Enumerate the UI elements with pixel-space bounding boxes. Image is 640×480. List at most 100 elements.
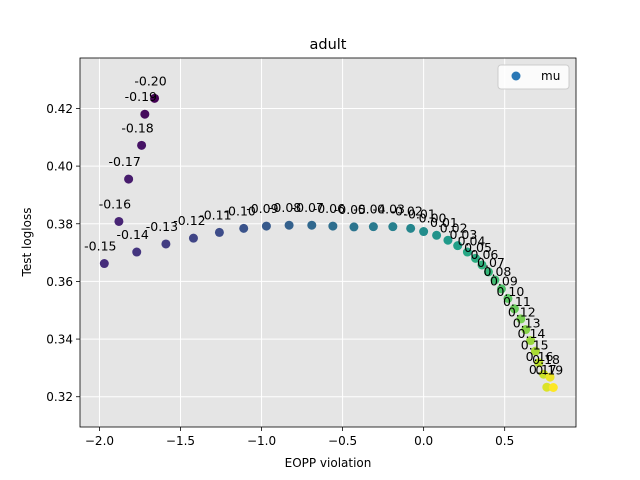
point-label: -0.15	[84, 239, 116, 254]
point-label: -0.01	[403, 207, 435, 222]
data-point	[161, 239, 171, 249]
data-point	[132, 247, 142, 257]
point-label: 0.00	[419, 210, 447, 225]
data-point	[188, 233, 198, 243]
data-point	[462, 247, 472, 257]
point-label: -0.19	[125, 89, 157, 104]
data-point	[349, 222, 359, 232]
point-label: 0.11	[503, 294, 531, 309]
point-label: -0.04	[353, 202, 385, 217]
point-label: -0.06	[313, 201, 345, 216]
data-point	[388, 222, 398, 232]
data-point	[483, 267, 493, 277]
y-tick-label: 0.42	[46, 102, 73, 116]
data-point	[453, 241, 463, 251]
point-label: -0.07	[292, 200, 324, 215]
y-tick-label: 0.32	[46, 390, 73, 404]
x-tick-label: −0.5	[328, 434, 357, 448]
point-label: -0.08	[269, 200, 301, 215]
point-label: 0.09	[490, 273, 518, 288]
data-point	[140, 109, 150, 119]
point-label: 0.05	[464, 240, 492, 255]
point-label: -0.09	[246, 201, 278, 216]
data-point	[471, 253, 481, 263]
point-label: 0.01	[430, 215, 458, 230]
point-label: -0.05	[334, 202, 366, 217]
gridlines	[80, 58, 576, 427]
data-point	[542, 382, 552, 392]
point-label: 0.08	[484, 264, 512, 279]
data-point	[406, 223, 416, 233]
point-label: -0.10	[224, 203, 256, 218]
plot-area	[80, 58, 576, 427]
point-label: 0.02	[440, 221, 468, 236]
data-point	[526, 336, 536, 346]
point-label: -0.02	[390, 203, 422, 218]
data-point	[284, 220, 294, 230]
legend-marker	[511, 71, 521, 81]
data-point	[548, 383, 558, 393]
point-label: -0.18	[121, 120, 153, 135]
point-labels: -0.20-0.19 -0.18 -0.17 -0.16 -0.15-0.14-0.13…	[84, 73, 563, 377]
point-label: 0.04	[458, 233, 486, 248]
data-point	[490, 275, 500, 285]
data-point	[214, 227, 224, 237]
point-label: 0.12	[508, 305, 536, 320]
point-label: 0.19	[535, 363, 563, 378]
chart-title: adult	[310, 37, 347, 53]
y-tick-label: 0.36	[46, 275, 73, 289]
point-label: 0.03	[449, 227, 477, 242]
point-label: 0.06	[471, 247, 499, 262]
data-point	[419, 227, 429, 237]
data-point	[503, 293, 513, 303]
x-axis-label: EOPP violation	[285, 456, 372, 470]
x-tick-label: −1.0	[247, 434, 276, 448]
legend-box	[497, 64, 570, 90]
data-points	[99, 93, 558, 393]
data-point	[99, 259, 109, 269]
data-point	[534, 358, 544, 368]
point-label: -0.17	[108, 154, 140, 169]
data-point	[530, 346, 540, 356]
data-point	[137, 140, 147, 150]
point-label: 0.10	[496, 284, 524, 299]
data-point	[239, 223, 249, 233]
point-label: 0.13	[513, 316, 541, 331]
data-point	[432, 230, 442, 240]
data-point	[521, 325, 531, 335]
y-tick-label: 0.34	[46, 333, 73, 347]
axes: −2.0 −1.5 −1.0 −0.5 0.0 0.5 0.32 0.34 0.36 0.38 0.…	[46, 57, 577, 448]
y-tick-label: 0.38	[46, 217, 73, 231]
plot-frame	[79, 57, 577, 428]
data-point	[261, 221, 271, 231]
data-point	[368, 222, 378, 232]
legend: mu	[497, 64, 570, 90]
point-label: 0.17	[529, 362, 557, 377]
y-tick-label: 0.40	[46, 160, 73, 174]
data-point	[307, 220, 317, 230]
point-label: -0.11	[199, 207, 231, 222]
y-axis-label: Test logloss	[20, 208, 34, 278]
data-point	[443, 235, 453, 245]
legend-entry: mu	[541, 69, 560, 83]
data-point	[114, 216, 124, 226]
point-label: 0.15	[521, 338, 549, 353]
point-label: 0.18	[532, 352, 560, 367]
x-tick-label: 0.0	[414, 434, 433, 448]
data-point	[545, 372, 555, 382]
x-tick-label: 0.5	[495, 434, 514, 448]
point-label: -0.12	[173, 213, 205, 228]
data-point	[477, 260, 487, 270]
point-label: -0.14	[117, 227, 149, 242]
point-label: 0.14	[518, 326, 546, 341]
data-point	[509, 304, 519, 314]
data-point	[150, 93, 160, 103]
point-label: -0.16	[99, 196, 131, 211]
point-label: 0.07	[477, 255, 505, 270]
data-point	[328, 221, 338, 231]
point-label: -0.13	[146, 219, 178, 234]
data-point	[124, 174, 134, 184]
point-label: -0.20	[134, 73, 166, 88]
data-point	[516, 314, 526, 324]
